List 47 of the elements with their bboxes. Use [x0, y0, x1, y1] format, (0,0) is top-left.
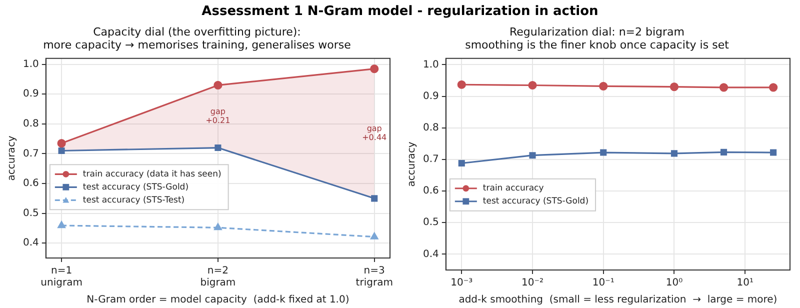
y-tick-label: 0.4 [22, 238, 39, 249]
x-tick-label: 10¹ [736, 278, 754, 289]
y-tick-label: 0.5 [422, 217, 439, 228]
x-tick-label: n=1 unigram [40, 266, 82, 289]
x-tick-label: 10⁰ [666, 278, 683, 289]
y-tick-label: 0.7 [422, 154, 439, 166]
chart-title: Regularization dial: n=2 bigram [509, 25, 685, 38]
text: Assessment 1 N-Gram model - regularization in action [200, 3, 600, 21]
y-tick-label: 0.4 [422, 248, 439, 260]
y-tick-label: 0.9 [22, 88, 39, 100]
legend-label: test accuracy (STS-Test) [82, 195, 185, 206]
x-tick-label: n=3 trigram [356, 266, 393, 289]
point [58, 221, 66, 228]
x-axis-title: add-k smoothing (small = less regularization → large = more) [458, 294, 778, 306]
legend-label: test accuracy (STS-Gold) [482, 196, 589, 207]
y-tick-label: 1.0 [422, 59, 439, 70]
y-tick-label: 1.0 [22, 58, 39, 70]
annotation: gap +0.21 [206, 107, 230, 126]
y-tick-label: 0.8 [422, 122, 439, 134]
chart-title: Capacity dial (the overfitting picture): [93, 25, 301, 38]
x-tick-label: n=2 bigram [200, 266, 236, 289]
annotation: gap +0.44 [362, 124, 387, 142]
point [58, 147, 65, 154]
y-tick-label: 0.7 [22, 148, 39, 160]
x-axis-title: N-Gram order = model capacity (add-k fixed at 1.0) [86, 294, 350, 306]
y-axis-title: accuracy [406, 142, 418, 187]
y-tick-label: 0.5 [22, 208, 39, 219]
legend-label: test accuracy (STS-Gold) [82, 182, 189, 192]
x-tick-label: 10⁻¹ [592, 278, 614, 289]
point [371, 195, 378, 202]
point [214, 144, 222, 152]
y-tick-label: 0.9 [422, 90, 439, 102]
point [57, 139, 66, 148]
legend-label: train accuracy [482, 184, 544, 194]
legend-label: train accuracy (data it has seen) [82, 169, 222, 180]
x-tick-label: 10⁻² [521, 278, 544, 289]
point [370, 64, 379, 74]
point [214, 80, 222, 90]
chart-subtitle: more capacity → memorises training, generalises worse [43, 38, 352, 52]
point [214, 223, 222, 230]
x-tick-label: 10⁻³ [450, 278, 473, 289]
y-tick-label: 0.8 [22, 118, 39, 130]
y-axis-title: accuracy [6, 136, 18, 181]
y-tick-label: 0.6 [22, 178, 39, 190]
chart-subtitle: smoothing is the finer knob once capacity is set [465, 38, 730, 52]
point [370, 232, 378, 240]
y-tick-label: 0.6 [422, 186, 439, 197]
